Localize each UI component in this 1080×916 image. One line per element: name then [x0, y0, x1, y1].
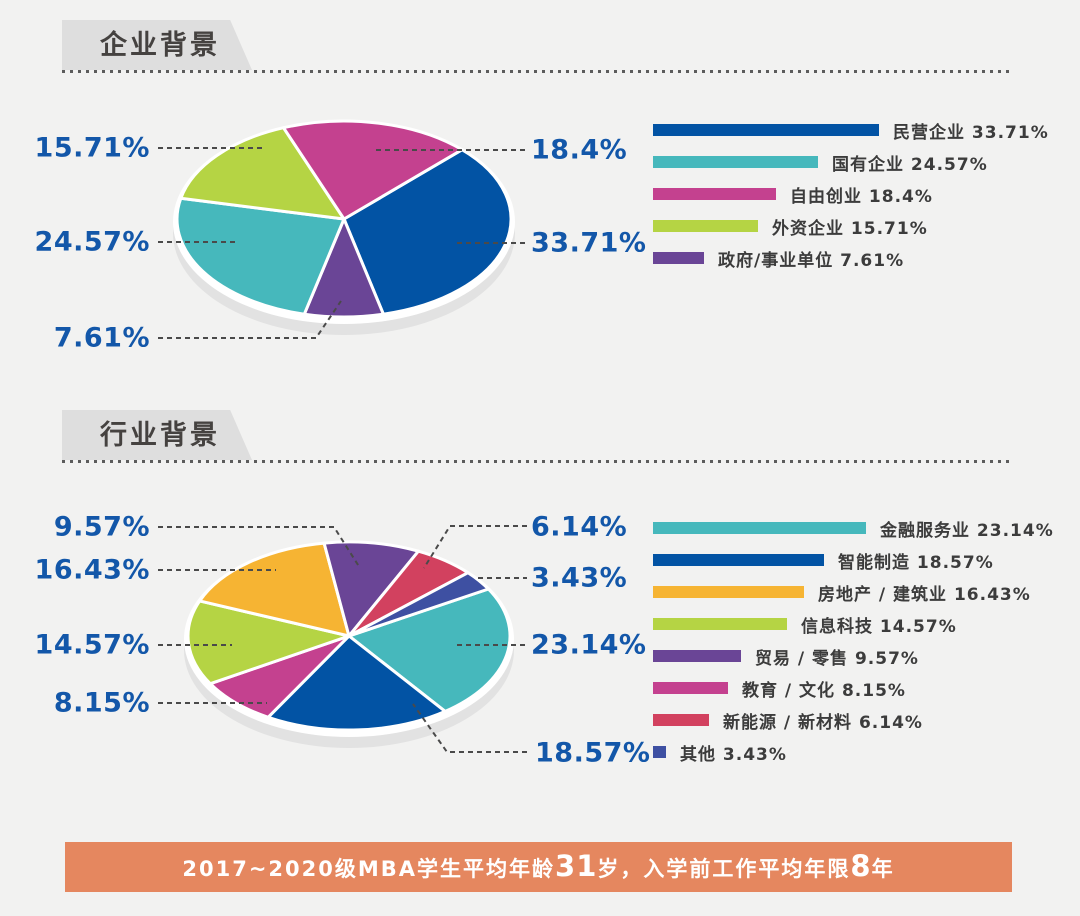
legend-swatch-4	[653, 252, 704, 264]
legend-row-0: 民营企业 33.71%	[653, 118, 1049, 143]
legend-label-1: 国有企业 24.57%	[832, 154, 988, 175]
section-industry-background: 行业背景 23.14% 18.57% 16.43% 14.57% 9.57% 8.15% 6…	[0, 390, 1080, 812]
pie-slice-1	[266, 634, 447, 732]
legend-label-4: 贸易 / 零售 9.57%	[755, 648, 919, 669]
banner-segment-3: 8	[850, 848, 872, 883]
pie-callout-label-0: 23.14%	[531, 629, 647, 661]
footer-banner-text: 2017~2020级MBA学生平均年龄31岁，入学前工作平均年限8年	[182, 841, 894, 894]
legend-row-2: 自由创业 18.4%	[653, 182, 933, 207]
pie-callout-label-0: 33.71%	[531, 227, 647, 259]
dotted-divider	[62, 70, 1013, 73]
legend-label-7: 其他 3.43%	[680, 744, 787, 765]
pie-slice-2	[198, 541, 351, 638]
section-header-badge: 企业背景	[62, 20, 252, 70]
legend-row-4: 政府/事业单位 7.61%	[653, 246, 905, 271]
pie-slice-1	[175, 196, 346, 316]
legend-row-5: 教育 / 文化 8.15%	[653, 676, 906, 701]
pie-slice-0	[347, 587, 512, 713]
legend-row-4: 贸易 / 零售 9.57%	[653, 644, 919, 669]
legend-label-5: 教育 / 文化 8.15%	[742, 680, 906, 701]
legend-swatch-1	[653, 156, 818, 168]
pie-callout-label-3: 15.71%	[34, 132, 150, 164]
pie-slice-2	[282, 119, 464, 221]
legend-swatch-3	[653, 220, 758, 232]
legend-swatch-0	[653, 522, 866, 534]
legend-label-6: 新能源 / 新材料 6.14%	[723, 712, 923, 733]
legend-row-0: 金融服务业 23.14%	[653, 516, 1054, 541]
legend-label-4: 政府/事业单位 7.61%	[718, 250, 905, 271]
legend-row-3: 外资企业 15.71%	[653, 214, 928, 239]
legend-label-1: 智能制造 18.57%	[838, 552, 994, 573]
legend-row-7: 其他 3.43%	[653, 740, 787, 765]
legend-row-3: 信息科技 14.57%	[653, 612, 957, 637]
pie-slice-3	[186, 599, 351, 686]
pie-callout-label-5: 8.15%	[53, 687, 150, 719]
legend-row-2: 房地产 / 建筑业 16.43%	[653, 580, 1031, 605]
pie-slice-4	[322, 540, 420, 638]
legend-swatch-2	[653, 586, 804, 598]
enterprise-pie-chart	[158, 119, 527, 339]
legend-swatch-6	[653, 714, 709, 726]
callout-leader-line-1	[412, 703, 527, 753]
pie-callout-label-7: 3.43%	[531, 562, 628, 594]
banner-segment-0: 2017~2020级MBA学生平均年龄	[182, 856, 556, 881]
legend-swatch-3	[653, 618, 787, 630]
pie-callout-label-4: 7.61%	[53, 322, 150, 354]
pie-callout-label-6: 6.14%	[531, 511, 628, 543]
legend-label-2: 自由创业 18.4%	[790, 186, 933, 207]
pie-callout-label-2: 18.4%	[531, 134, 628, 166]
legend-swatch-5	[653, 682, 728, 694]
pie-callout-label-3: 14.57%	[34, 629, 150, 661]
callout-leader-line-4	[158, 300, 342, 339]
pie-slice-7	[347, 571, 490, 638]
footer-banner: 2017~2020级MBA学生平均年龄31岁，入学前工作平均年限8年	[65, 842, 1012, 892]
legend-row-1: 智能制造 18.57%	[653, 548, 994, 573]
callout-leader-line-6	[423, 525, 527, 569]
section-header-badge: 行业背景	[62, 410, 252, 460]
legend-swatch-4	[653, 650, 741, 662]
pie-callout-label-1: 24.57%	[34, 226, 150, 258]
legend-label-0: 金融服务业 23.14%	[880, 520, 1054, 541]
pie-callout-label-2: 16.43%	[34, 554, 150, 586]
legend-row-1: 国有企业 24.57%	[653, 150, 988, 175]
section-enterprise-background: 企业背景 33.71% 24.57% 18.4% 15.71% 7.61% 民营企业 3…	[0, 0, 1080, 390]
section-title: 企业背景	[100, 30, 220, 61]
pie-slice-0	[342, 148, 513, 316]
legend-swatch-2	[653, 188, 776, 200]
pie-callout-label-1: 18.57%	[535, 737, 651, 769]
callout-leader-line-4	[158, 526, 361, 569]
pie-slice-3	[179, 126, 346, 221]
legend-label-0: 民营企业 33.71%	[893, 122, 1049, 143]
banner-segment-2: 岁，入学前工作平均年限	[597, 856, 851, 881]
legend-swatch-1	[653, 554, 824, 566]
industry-pie-chart	[158, 525, 527, 753]
legend-row-6: 新能源 / 新材料 6.14%	[653, 708, 923, 733]
dotted-divider	[62, 460, 1013, 463]
legend-swatch-7	[653, 746, 666, 758]
pie-callout-label-4: 9.57%	[53, 511, 150, 543]
section-title: 行业背景	[100, 420, 220, 451]
legend-swatch-0	[653, 124, 879, 136]
banner-segment-1: 31	[555, 848, 598, 883]
legend-label-2: 房地产 / 建筑业 16.43%	[818, 584, 1031, 605]
banner-segment-4: 年	[871, 856, 895, 881]
legend-label-3: 信息科技 14.57%	[801, 616, 957, 637]
legend-label-3: 外资企业 15.71%	[772, 218, 928, 239]
